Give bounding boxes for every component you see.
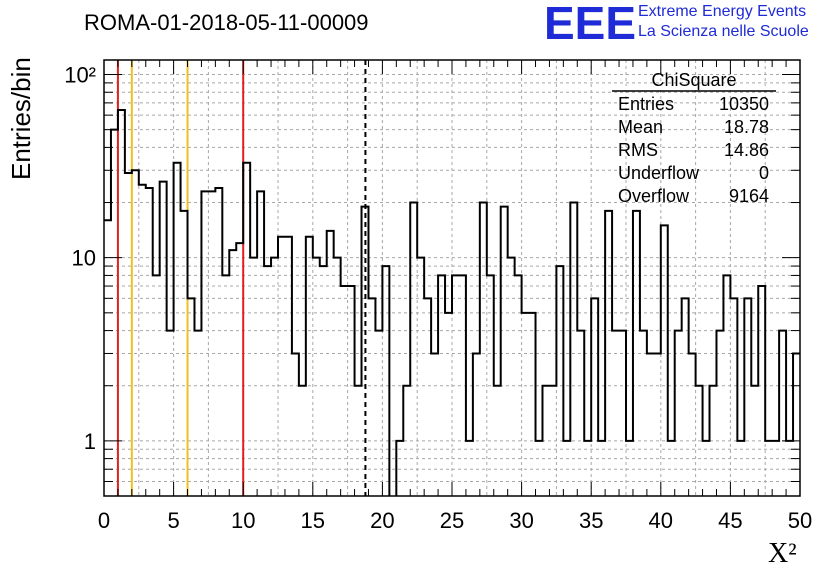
x-tick-label: 10 — [231, 508, 255, 533]
x-tick-label: 30 — [509, 508, 533, 533]
x-tick-label: 0 — [98, 508, 110, 533]
x-tick-label: 5 — [167, 508, 179, 533]
stats-bg — [612, 86, 776, 87]
x-tick-label: 25 — [440, 508, 464, 533]
y-axis-label: Entries/bin — [6, 57, 36, 180]
stats-row-value: 14.86 — [724, 140, 769, 160]
stats-row-label: Overflow — [618, 186, 690, 206]
chart-title: ROMA-01-2018-05-11-00009 — [84, 10, 369, 35]
y-tick-label: 1 — [84, 429, 96, 454]
x-tick-label: 50 — [788, 508, 812, 533]
histogram-line — [104, 109, 800, 496]
x-tick-label: 35 — [579, 508, 603, 533]
stats-row-label: RMS — [618, 140, 658, 160]
y-tick-label: 10 — [72, 246, 96, 271]
y-tick-label: 10² — [64, 63, 96, 88]
x-tick-label: 20 — [370, 508, 394, 533]
stats-row-value: 9164 — [729, 186, 769, 206]
stats-row-label: Entries — [618, 94, 674, 114]
stats-header: ChiSquare — [651, 70, 736, 90]
stats-row-value: 0 — [759, 163, 769, 183]
stats-row-label: Mean — [618, 117, 663, 137]
x-axis-label: X² — [768, 538, 797, 569]
stats-row-value: 18.78 — [724, 117, 769, 137]
logo-line-2: La Scienza nelle Scuole — [638, 23, 809, 40]
stats-box: ChiSquare Entries 10350 Mean 18.78 RMS 14.86 Un… — [612, 70, 776, 206]
eee-logo: EEE — [544, 0, 637, 49]
histogram-group — [104, 109, 800, 496]
stats-row-value: 10350 — [719, 94, 769, 114]
x-tick-label: 15 — [301, 508, 325, 533]
logo-line-1: Extreme Energy Events — [638, 3, 807, 20]
x-tick-label: 45 — [718, 508, 742, 533]
x-tick-label: 40 — [649, 508, 673, 533]
stats-row-label: Underflow — [618, 163, 700, 183]
